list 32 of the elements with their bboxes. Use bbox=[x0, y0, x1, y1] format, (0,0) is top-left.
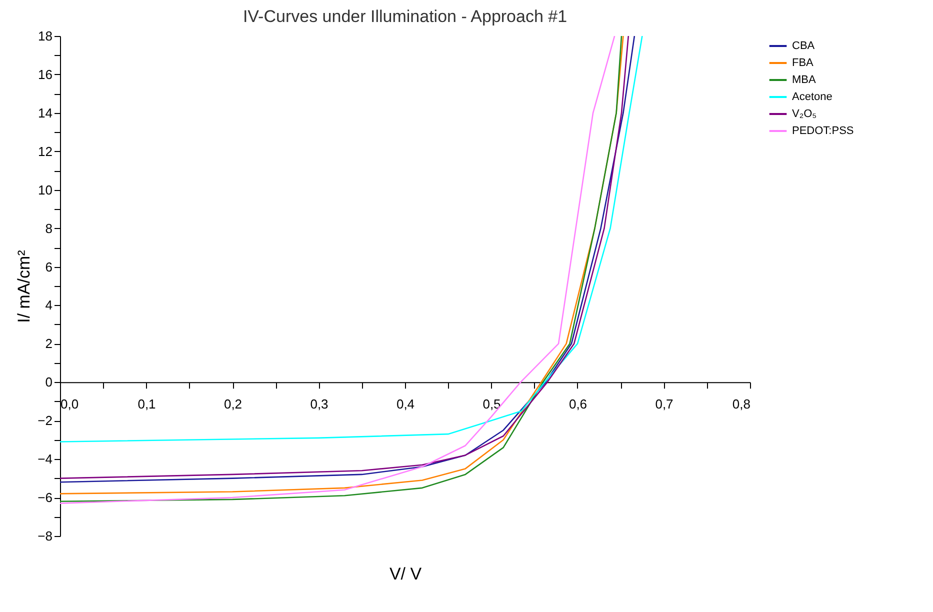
x-tick-label: 0,6 bbox=[568, 396, 588, 412]
y-tick-label: −4 bbox=[38, 452, 52, 467]
legend-label: PEDOT:PSS bbox=[792, 125, 854, 137]
legend-label: FBA bbox=[792, 57, 814, 69]
x-tick-label: 0,8 bbox=[732, 396, 750, 412]
y-tick-label: 0 bbox=[45, 374, 52, 390]
y-tick-label: 14 bbox=[38, 105, 52, 120]
y-tick-label: −8 bbox=[38, 528, 52, 544]
chart-title: IV-Curves under Illumination - Approach #1 bbox=[242, 7, 568, 26]
y-tick-label: −6 bbox=[38, 490, 52, 506]
x-tick-label: 0,1 bbox=[138, 396, 156, 412]
y-tick-label: 12 bbox=[38, 144, 52, 159]
x-tick-label: 0,0 bbox=[60, 396, 79, 412]
x-tick-label: 0,3 bbox=[310, 396, 328, 412]
y-tick-label: 18 bbox=[38, 28, 52, 44]
x-tick-label: 0,2 bbox=[224, 396, 242, 412]
x-tick-label: 0,5 bbox=[482, 396, 501, 412]
y-tick-label: 2 bbox=[45, 336, 52, 352]
y-tick-label: 4 bbox=[45, 298, 52, 313]
x-tick-label: 0,7 bbox=[655, 396, 674, 412]
legend-label: V₂O₅ bbox=[792, 108, 817, 120]
y-axis-title: I/ mA/cm² bbox=[14, 250, 34, 323]
x-axis-title: V/ V bbox=[389, 564, 422, 584]
x-tick-label: 0,4 bbox=[396, 396, 415, 412]
y-tick-label: 16 bbox=[38, 66, 52, 82]
legend-label: Acetone bbox=[792, 91, 832, 103]
y-tick-label: 8 bbox=[45, 220, 52, 236]
y-tick-label: −2 bbox=[38, 413, 52, 428]
legend-label: MBA bbox=[792, 74, 816, 86]
legend-label: CBA bbox=[792, 40, 816, 52]
y-tick-label: 6 bbox=[45, 259, 52, 274]
y-tick-label: 10 bbox=[38, 182, 52, 198]
